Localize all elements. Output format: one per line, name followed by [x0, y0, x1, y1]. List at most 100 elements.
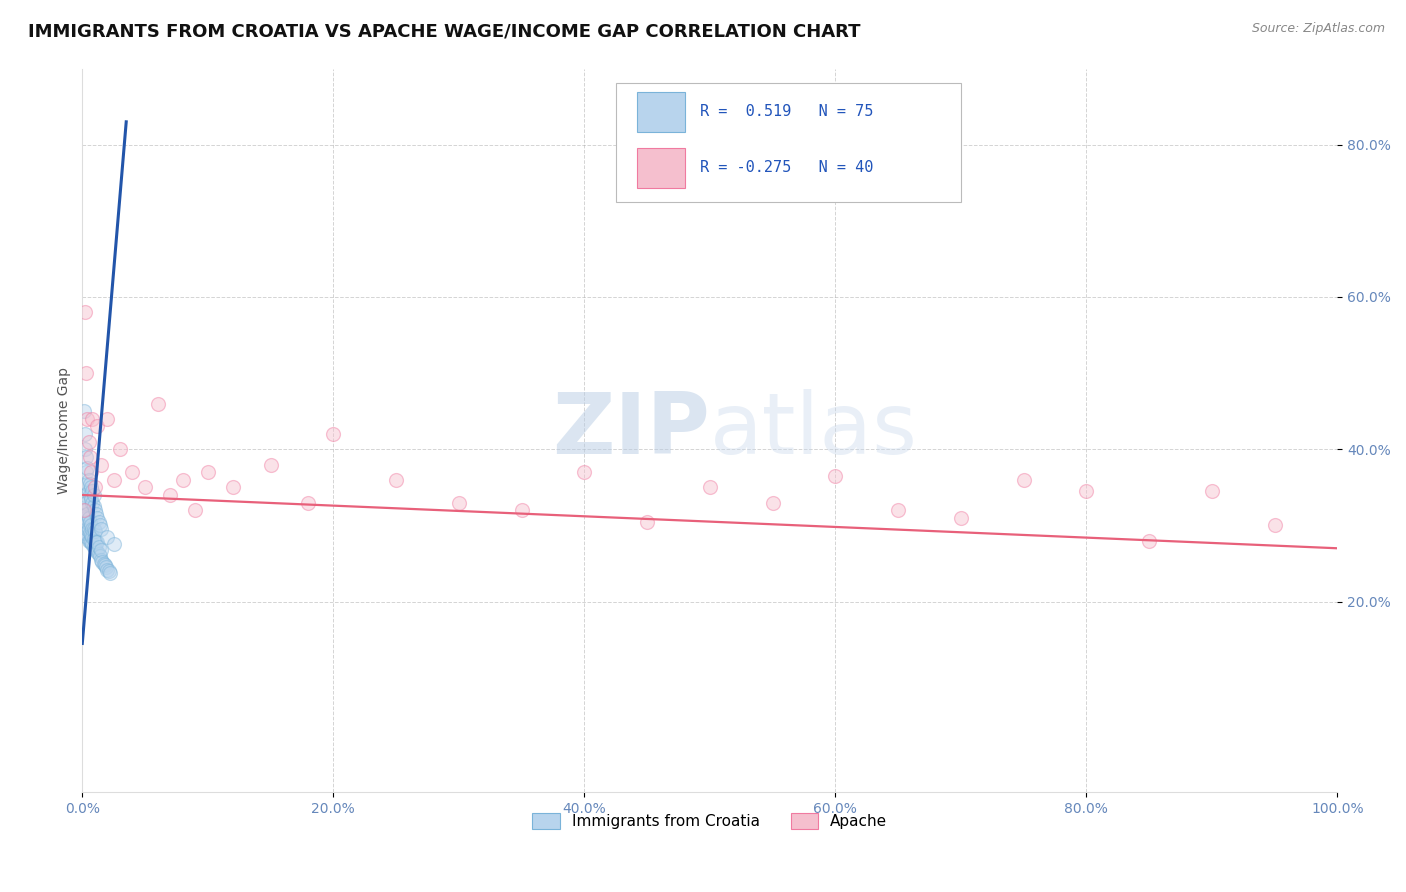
Text: R = -0.275   N = 40: R = -0.275 N = 40	[700, 161, 873, 176]
Point	[322, 427, 344, 442]
Point	[83, 522, 105, 536]
Point	[103, 473, 125, 487]
Point	[72, 503, 94, 517]
Point	[79, 533, 101, 548]
Point	[76, 507, 98, 521]
Point	[77, 434, 100, 449]
Point	[87, 540, 110, 554]
Point	[83, 503, 105, 517]
Point	[90, 522, 112, 536]
Point	[79, 476, 101, 491]
Point	[73, 526, 96, 541]
Point	[80, 465, 103, 479]
Point	[91, 555, 114, 569]
Point	[83, 541, 105, 556]
Point	[75, 511, 97, 525]
Point	[1201, 484, 1223, 499]
Point	[76, 522, 98, 536]
Point	[259, 458, 281, 472]
Point	[77, 511, 100, 525]
Point	[108, 442, 131, 457]
Point	[83, 533, 105, 548]
Point	[73, 305, 96, 319]
Point	[77, 484, 100, 499]
Point	[1137, 533, 1160, 548]
Point	[76, 412, 98, 426]
Point	[82, 412, 104, 426]
Point	[72, 511, 94, 525]
Point	[80, 480, 103, 494]
Point	[73, 511, 96, 525]
Point	[76, 461, 98, 475]
Point	[75, 503, 97, 517]
Point	[86, 545, 108, 559]
Point	[84, 535, 107, 549]
Text: atlas: atlas	[710, 389, 918, 472]
Point	[184, 503, 207, 517]
Point	[73, 442, 96, 457]
Point	[82, 484, 104, 499]
Point	[72, 404, 94, 418]
Point	[222, 480, 245, 494]
Point	[96, 563, 118, 577]
Text: IMMIGRANTS FROM CROATIA VS APACHE WAGE/INCOME GAP CORRELATION CHART: IMMIGRANTS FROM CROATIA VS APACHE WAGE/I…	[28, 22, 860, 40]
Point	[75, 450, 97, 464]
Point	[73, 488, 96, 502]
Point	[82, 530, 104, 544]
Point	[510, 503, 533, 517]
Point	[94, 558, 117, 572]
Point	[89, 549, 111, 563]
Point	[82, 522, 104, 536]
Point	[75, 465, 97, 479]
Point	[76, 515, 98, 529]
Point	[79, 450, 101, 464]
Point	[824, 469, 846, 483]
Point	[699, 480, 721, 494]
Point	[80, 527, 103, 541]
Point	[83, 480, 105, 494]
Point	[385, 473, 408, 487]
Point	[90, 542, 112, 557]
Point	[83, 532, 105, 546]
Point	[89, 518, 111, 533]
Point	[77, 533, 100, 548]
Point	[75, 518, 97, 533]
Point	[146, 396, 169, 410]
Y-axis label: Wage/Income Gap: Wage/Income Gap	[58, 367, 72, 494]
Point	[84, 507, 107, 521]
Point	[87, 515, 110, 529]
Point	[82, 495, 104, 509]
Point	[87, 547, 110, 561]
Point	[73, 503, 96, 517]
Text: R =  0.519   N = 75: R = 0.519 N = 75	[700, 104, 873, 120]
Point	[93, 557, 115, 571]
Point	[72, 495, 94, 509]
Point	[949, 511, 972, 525]
Point	[82, 537, 104, 551]
Point	[134, 480, 156, 494]
Text: Source: ZipAtlas.com: Source: ZipAtlas.com	[1251, 22, 1385, 36]
Point	[75, 495, 97, 509]
Point	[97, 564, 120, 578]
Text: ZIP: ZIP	[553, 389, 710, 472]
Point	[83, 500, 105, 514]
Point	[77, 522, 100, 536]
Point	[172, 473, 194, 487]
Point	[77, 473, 100, 487]
Point	[86, 511, 108, 525]
Point	[103, 537, 125, 551]
Bar	[637, 148, 685, 188]
Point	[94, 560, 117, 574]
Bar	[637, 92, 685, 132]
Point	[72, 526, 94, 541]
Point	[83, 540, 105, 554]
Point	[297, 495, 319, 509]
Point	[574, 465, 596, 479]
Legend: Immigrants from Croatia, Apache: Immigrants from Croatia, Apache	[526, 806, 894, 835]
Point	[86, 419, 108, 434]
Point	[80, 518, 103, 533]
Point	[887, 503, 910, 517]
Point	[90, 458, 112, 472]
Point	[1012, 473, 1035, 487]
Point	[80, 491, 103, 506]
